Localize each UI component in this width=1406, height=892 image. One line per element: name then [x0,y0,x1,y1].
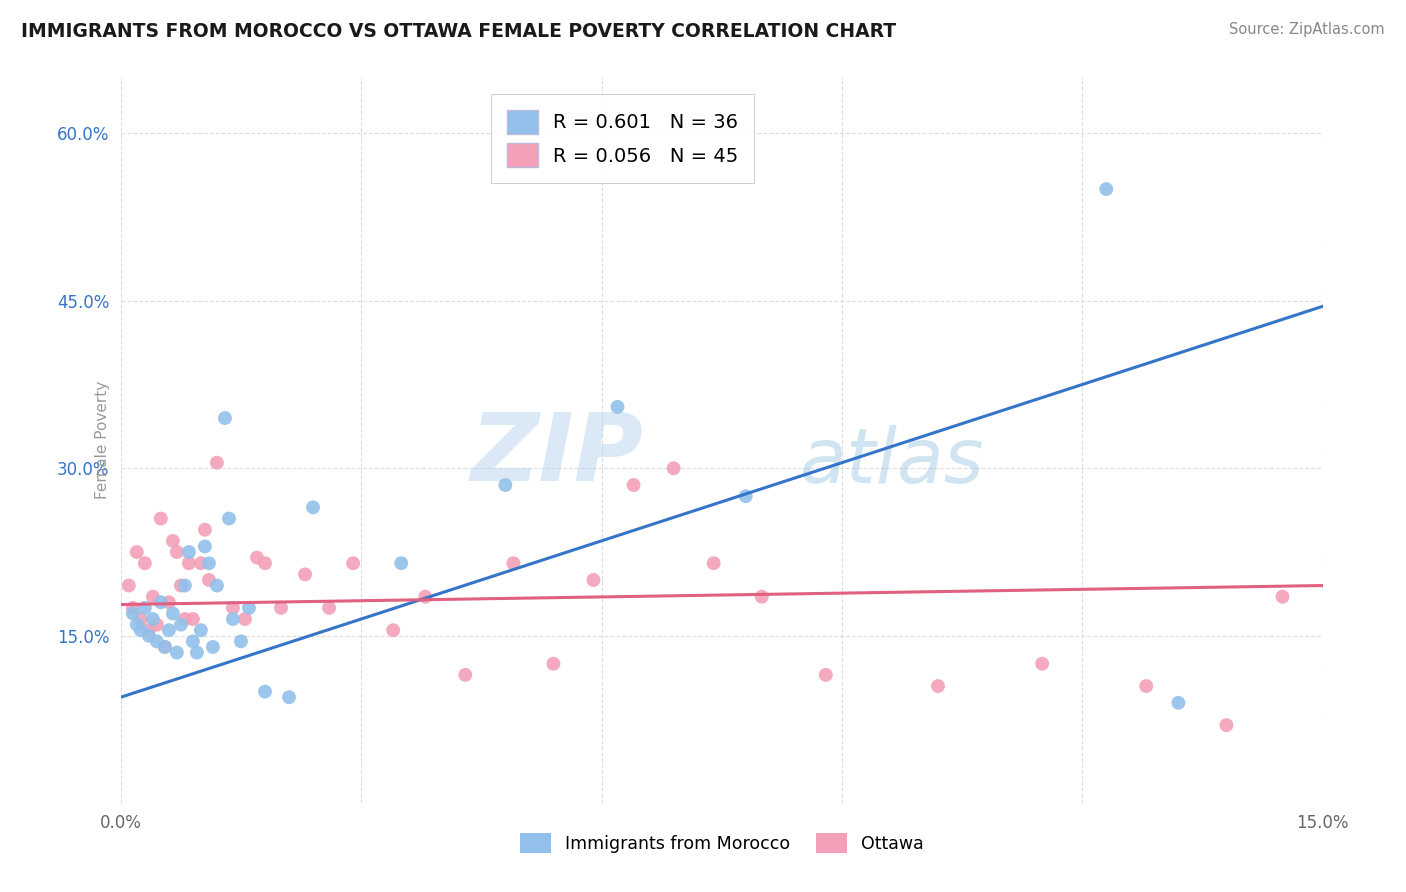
Point [927,679,949,693]
Point [246,550,269,565]
Point [253,556,276,570]
Point [222,600,245,615]
Point [190,624,212,638]
Point [205,578,228,592]
Point [494,478,516,492]
Point [146,617,169,632]
Point [177,545,200,559]
Point [342,556,364,570]
Point [157,624,180,638]
Point [703,556,725,570]
Point [502,556,524,570]
Point [181,612,204,626]
Point [162,533,184,548]
Point [173,578,195,592]
Point [166,646,188,660]
Point [149,595,172,609]
Point [233,612,256,626]
Point [170,617,193,632]
Text: IMMIGRANTS FROM MOROCCO VS OTTAWA FEMALE POVERTY CORRELATION CHART: IMMIGRANTS FROM MOROCCO VS OTTAWA FEMALE… [21,22,896,41]
Point [543,657,565,671]
Point [125,545,148,559]
Point [170,578,193,592]
Point [389,556,412,570]
Point [1031,657,1053,671]
Point [1135,679,1157,693]
Point [118,578,141,592]
Point [138,629,160,643]
Point [134,556,156,570]
Point [181,634,204,648]
Y-axis label: Female Poverty: Female Poverty [94,381,110,500]
Point [173,612,195,626]
Point [205,456,228,470]
Point [153,640,176,654]
Point [294,567,316,582]
Point [382,624,405,638]
Point [186,646,208,660]
Point [1271,590,1294,604]
Point [318,600,340,615]
Point [278,690,301,705]
Point [582,573,605,587]
Point [1095,182,1118,196]
Point [198,573,221,587]
Point [142,612,165,626]
Point [134,600,156,615]
Point [302,500,325,515]
Point [125,617,148,632]
Point [606,400,628,414]
Point [157,595,180,609]
Text: atlas: atlas [800,425,984,500]
Point [201,640,224,654]
Point [194,523,217,537]
Point [1167,696,1189,710]
Point [253,684,276,698]
Point [413,590,436,604]
Point [138,624,160,638]
Point [121,600,143,615]
Point [162,607,184,621]
Point [1215,718,1237,732]
Point [238,600,260,615]
Point [129,624,152,638]
Point [751,590,773,604]
Point [218,511,240,525]
Point [149,511,172,525]
Point [454,668,477,682]
Point [153,640,176,654]
Point [142,590,165,604]
Point [194,540,217,554]
Point [734,489,756,503]
Point [623,478,645,492]
Text: Source: ZipAtlas.com: Source: ZipAtlas.com [1229,22,1385,37]
Point [814,668,837,682]
Text: ZIP: ZIP [471,409,644,501]
Point [229,634,252,648]
Legend: R = 0.601   N = 36, R = 0.056   N = 45: R = 0.601 N = 36, R = 0.056 N = 45 [491,95,754,183]
Point [177,556,200,570]
Point [121,607,143,621]
Point [214,411,236,425]
Point [190,556,212,570]
Point [129,612,152,626]
Point [270,600,292,615]
Point [166,545,188,559]
Point [222,612,245,626]
Point [146,634,169,648]
Point [662,461,685,475]
Point [198,556,221,570]
